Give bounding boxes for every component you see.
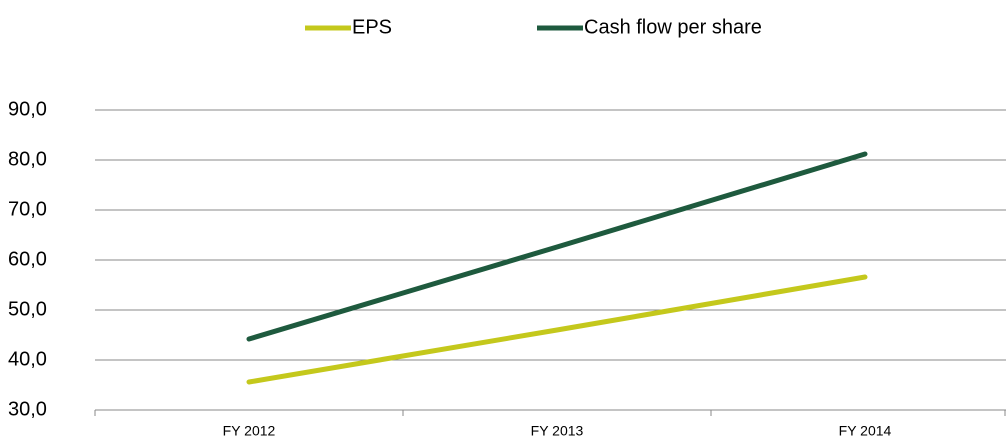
series-line: [246, 151, 868, 342]
series-line: [246, 274, 868, 385]
y-tick-label: 60,0: [8, 248, 47, 270]
x-tick-label: FY 2012: [223, 423, 276, 439]
y-tick-label: 40,0: [8, 348, 47, 370]
legend-label: Cash flow per share: [584, 16, 762, 38]
x-tick-label: FY 2014: [839, 423, 892, 439]
x-tick-label: FY 2013: [531, 423, 584, 439]
y-tick-label: 50,0: [8, 298, 47, 320]
legend-label: EPS: [352, 16, 392, 38]
y-tick-label: 70,0: [8, 198, 47, 220]
y-tick-label: 90,0: [8, 98, 47, 120]
y-tick-label: 30,0: [8, 398, 47, 420]
y-tick-label: 80,0: [8, 148, 47, 170]
